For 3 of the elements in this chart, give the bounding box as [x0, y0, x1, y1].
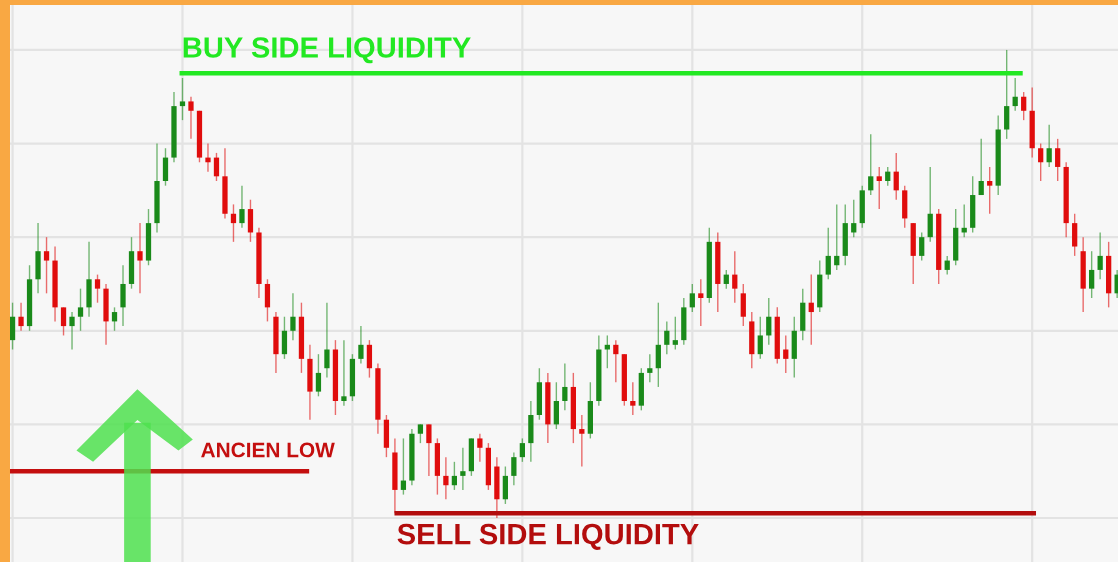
- ref-line-label: SELL SIDE LIQUIDITY: [397, 523, 699, 550]
- ref-line-label: ANCIEN LOW: [201, 442, 335, 458]
- ref-line-label: BUY SIDE LIQUIDITY: [183, 37, 471, 64]
